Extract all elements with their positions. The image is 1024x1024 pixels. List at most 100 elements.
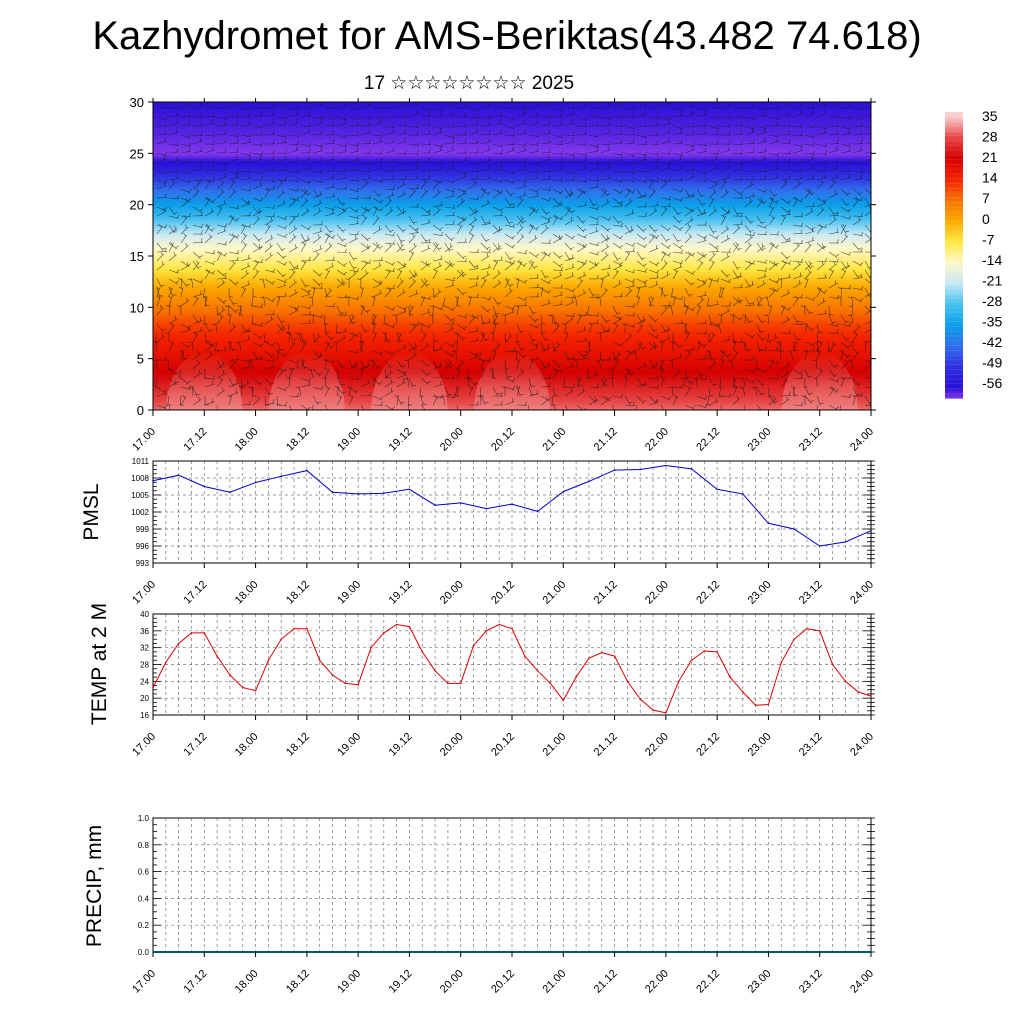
colorbar-cell <box>945 293 963 297</box>
heatmap-band <box>153 150 871 154</box>
heatmap-band <box>153 137 871 142</box>
colorbar-cell <box>945 176 963 180</box>
colorbar-cell <box>945 145 963 149</box>
colorbar-cell <box>945 278 963 282</box>
data-point <box>613 469 616 471</box>
x-tick-label: 20.12 <box>489 579 517 607</box>
heatmap-band <box>153 312 871 316</box>
colorbar-cell <box>945 224 963 227</box>
heatmap-band <box>153 214 871 219</box>
heatmap-band <box>153 171 871 175</box>
colorbar-cell <box>945 193 963 197</box>
heatmap-band <box>153 161 871 165</box>
colorbar-cell <box>945 154 963 158</box>
colorbar-cell <box>945 321 963 325</box>
x-tick-label: 23.12 <box>797 426 825 454</box>
x-tick-label: 24.00 <box>848 968 876 996</box>
x-tick-label: 24.00 <box>848 579 876 607</box>
x-tick-label: 21.00 <box>540 968 568 996</box>
data-point <box>434 504 436 507</box>
y-tick-label: 0 <box>137 403 144 418</box>
heatmap-band <box>153 286 871 290</box>
colorbar-cell <box>945 202 963 206</box>
data-point <box>459 682 462 685</box>
x-tick-label: 22.12 <box>694 579 722 607</box>
heatmap-band <box>153 266 871 270</box>
heatmap-band <box>153 204 871 208</box>
data-point <box>485 630 488 632</box>
colorbar-cell <box>945 200 963 204</box>
colorbar-cell <box>945 188 963 192</box>
heatmap-band <box>153 281 871 285</box>
colorbar-cell <box>945 247 963 251</box>
x-tick-label: 22.00 <box>643 968 671 996</box>
x-tick-label: 19.00 <box>335 426 363 454</box>
y-tick-label: 40 <box>140 610 149 619</box>
heatmap-band <box>153 227 871 231</box>
colorbar-cell <box>945 364 963 368</box>
colorbar-cell <box>945 285 963 289</box>
data-point <box>780 661 783 664</box>
chart-subtitle: 17 ☆☆☆☆☆☆☆☆ 2025 <box>363 73 575 94</box>
data-point <box>588 657 590 659</box>
colorbar-label: -49 <box>982 355 1002 371</box>
heatmap-band <box>153 230 871 234</box>
colorbar-cell <box>945 264 963 268</box>
heatmap-band <box>153 304 871 308</box>
heatmap-band <box>153 248 871 252</box>
heatmap-band <box>153 122 871 126</box>
data-point <box>177 474 180 477</box>
data-point <box>370 646 372 649</box>
data-point <box>306 469 308 472</box>
x-tick-label: 19.00 <box>335 731 363 759</box>
y-tick-label: 28 <box>140 661 149 670</box>
colorbar-cell <box>945 243 963 247</box>
colorbar-label: -28 <box>982 293 1002 309</box>
colorbar-cell <box>945 142 963 146</box>
x-tick-label: 19.12 <box>387 731 415 759</box>
data-point <box>639 468 641 471</box>
x-tick-label: 18.12 <box>284 579 312 607</box>
colorbar-cell <box>945 388 963 392</box>
x-tick-label: 21.12 <box>592 968 620 996</box>
y-tick-label: 1011 <box>132 457 150 466</box>
heatmap-band <box>153 199 871 203</box>
x-tick-label: 18.00 <box>233 968 261 996</box>
data-point <box>306 627 308 630</box>
warm-surface-anomaly <box>268 352 345 410</box>
x-tick-label: 17.00 <box>130 968 158 996</box>
colorbar-cell <box>945 355 963 359</box>
x-tick-label: 17.00 <box>130 731 158 759</box>
heatmap-band <box>153 297 871 301</box>
heatmap-band <box>153 343 871 347</box>
heatmap-band <box>153 345 871 349</box>
data-point <box>408 488 411 491</box>
heatmap-band <box>153 333 871 337</box>
colorbar-cell <box>945 369 963 373</box>
x-tick-label: 19.12 <box>387 968 415 996</box>
data-point <box>511 627 513 630</box>
colorbar-cell <box>945 169 963 173</box>
colorbar-cell <box>945 316 963 320</box>
data-point <box>703 650 706 652</box>
x-tick-label: 20.00 <box>438 426 466 454</box>
colorbar-cell <box>945 367 963 370</box>
colorbar-label: 7 <box>982 190 990 206</box>
colorbar-label: -7 <box>982 231 995 247</box>
y-tick-label: 24 <box>140 677 149 686</box>
colorbar-cell <box>945 381 963 385</box>
heatmap-band <box>153 109 871 113</box>
heatmap-band <box>153 186 871 190</box>
colorbar-cell <box>945 226 963 230</box>
heatmap-band <box>153 261 871 265</box>
x-tick-label: 23.00 <box>746 968 774 996</box>
heatmap-band <box>153 217 871 221</box>
heatmap-band <box>153 222 871 226</box>
heatmap-band <box>153 302 871 306</box>
colorbar-cell <box>945 121 963 125</box>
colorbar-label: 35 <box>982 108 998 124</box>
data-point <box>421 651 424 653</box>
y-tick-label: 5 <box>137 352 144 367</box>
y-tick-label: 0.4 <box>138 894 150 903</box>
heatmap-band <box>153 340 871 344</box>
